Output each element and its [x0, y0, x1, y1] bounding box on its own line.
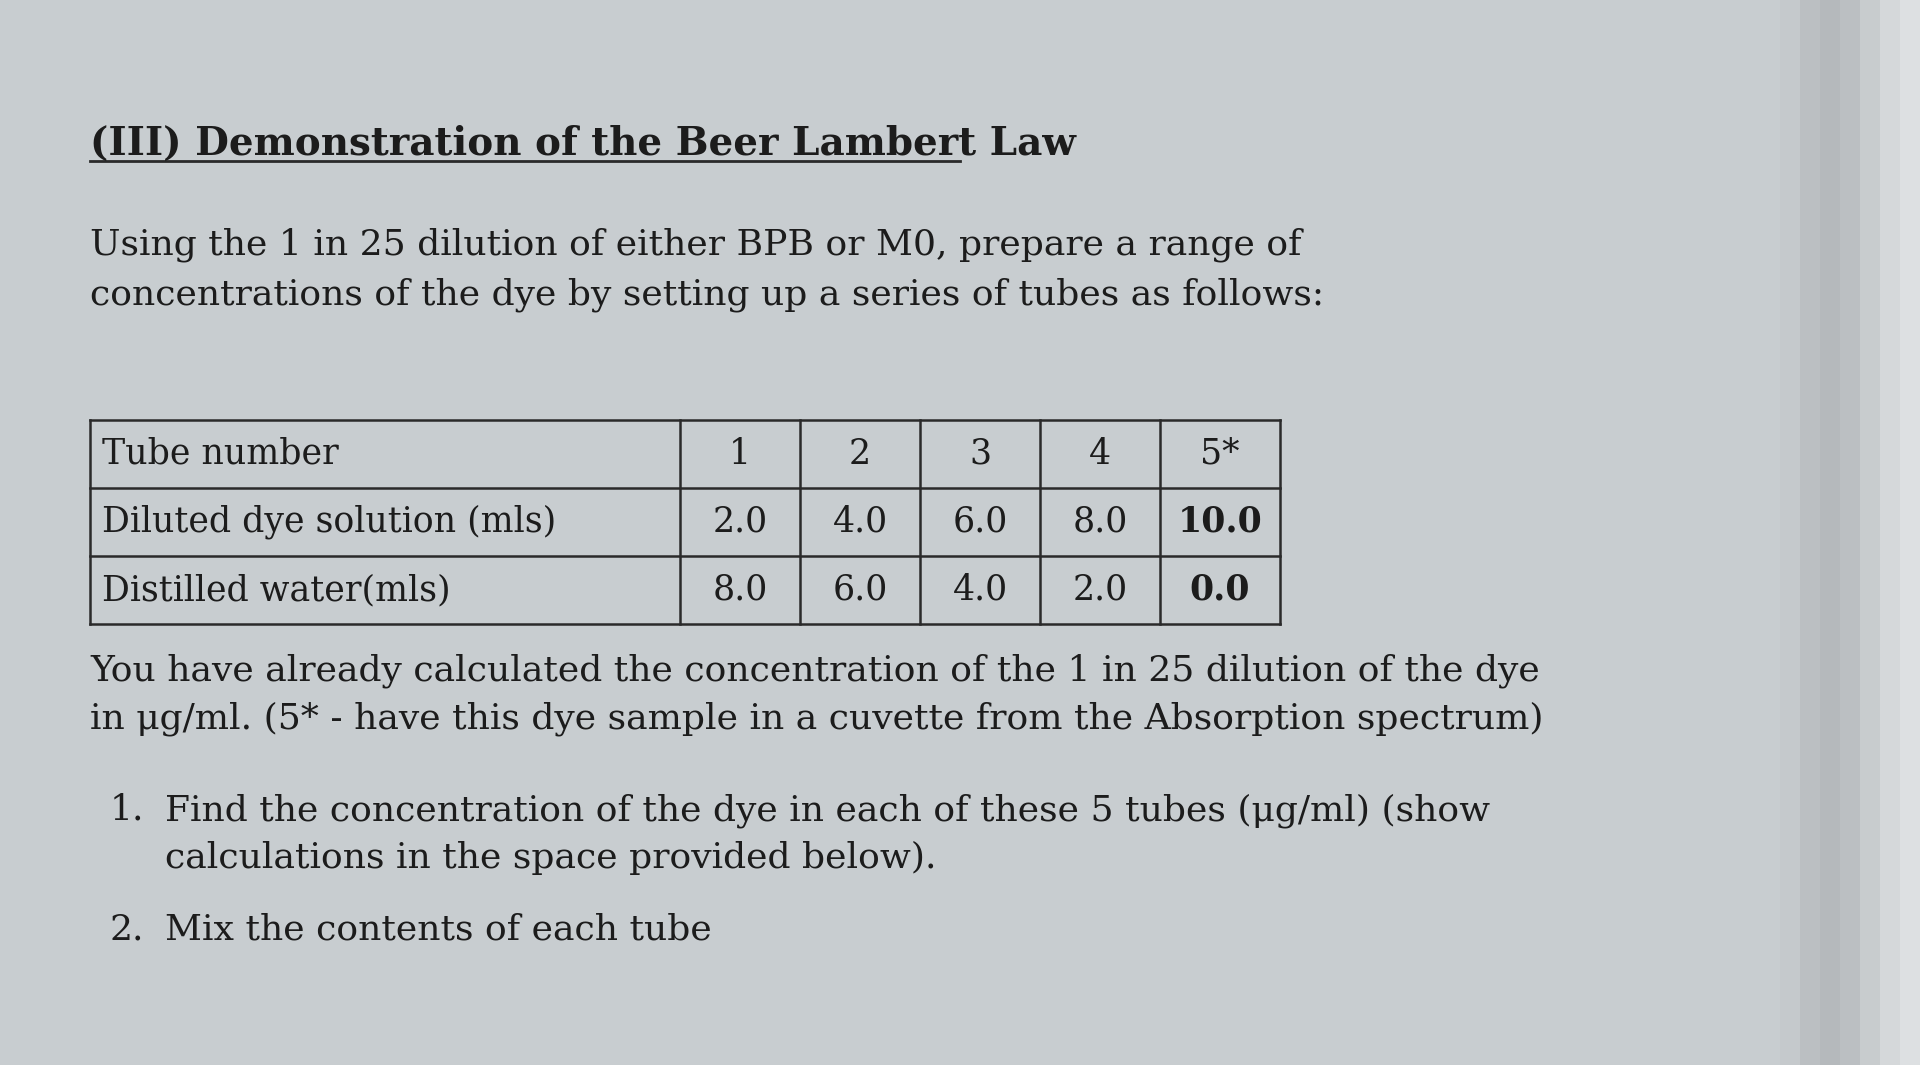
- Text: 10.0: 10.0: [1177, 505, 1261, 539]
- Text: (III) Demonstration of the Beer Lambert Law: (III) Demonstration of the Beer Lambert …: [90, 125, 1075, 163]
- Text: 4.0: 4.0: [833, 505, 887, 539]
- Text: Mix the contents of each tube: Mix the contents of each tube: [165, 913, 712, 947]
- Bar: [1780, 0, 1801, 1065]
- Bar: [1820, 0, 1839, 1065]
- Text: 4.0: 4.0: [952, 573, 1008, 607]
- Text: 6.0: 6.0: [831, 573, 887, 607]
- Text: 0.0: 0.0: [1190, 573, 1250, 607]
- Text: Diluted dye solution (mls): Diluted dye solution (mls): [102, 505, 557, 539]
- Text: 2: 2: [849, 437, 872, 471]
- Bar: [1880, 0, 1901, 1065]
- Bar: [1901, 0, 1920, 1065]
- Text: 1.: 1.: [109, 793, 144, 828]
- Text: 8.0: 8.0: [1071, 505, 1127, 539]
- Text: calculations in the space provided below).: calculations in the space provided below…: [165, 841, 937, 875]
- Bar: [1860, 0, 1880, 1065]
- Text: in μg/ml. (5* - have this dye sample in a cuvette from the Absorption spectrum): in μg/ml. (5* - have this dye sample in …: [90, 701, 1544, 736]
- Text: Tube number: Tube number: [102, 437, 338, 471]
- Text: concentrations of the dye by setting up a series of tubes as follows:: concentrations of the dye by setting up …: [90, 278, 1325, 312]
- Text: 2.: 2.: [109, 913, 144, 947]
- Text: Find the concentration of the dye in each of these 5 tubes (μg/ml) (show: Find the concentration of the dye in eac…: [165, 793, 1490, 828]
- Text: 1: 1: [730, 437, 751, 471]
- Text: Using the 1 in 25 dilution of either BPB or M0, prepare a range of: Using the 1 in 25 dilution of either BPB…: [90, 228, 1302, 262]
- Text: 4: 4: [1089, 437, 1112, 471]
- Text: 2.0: 2.0: [712, 505, 768, 539]
- Text: 8.0: 8.0: [712, 573, 768, 607]
- Bar: [1839, 0, 1860, 1065]
- Bar: [1801, 0, 1820, 1065]
- Text: 3: 3: [970, 437, 991, 471]
- Text: 6.0: 6.0: [952, 505, 1008, 539]
- Text: Distilled water(mls): Distilled water(mls): [102, 573, 451, 607]
- Text: 5*: 5*: [1200, 437, 1240, 471]
- Text: 2.0: 2.0: [1073, 573, 1127, 607]
- Text: You have already calculated the concentration of the 1 in 25 dilution of the dye: You have already calculated the concentr…: [90, 653, 1540, 688]
